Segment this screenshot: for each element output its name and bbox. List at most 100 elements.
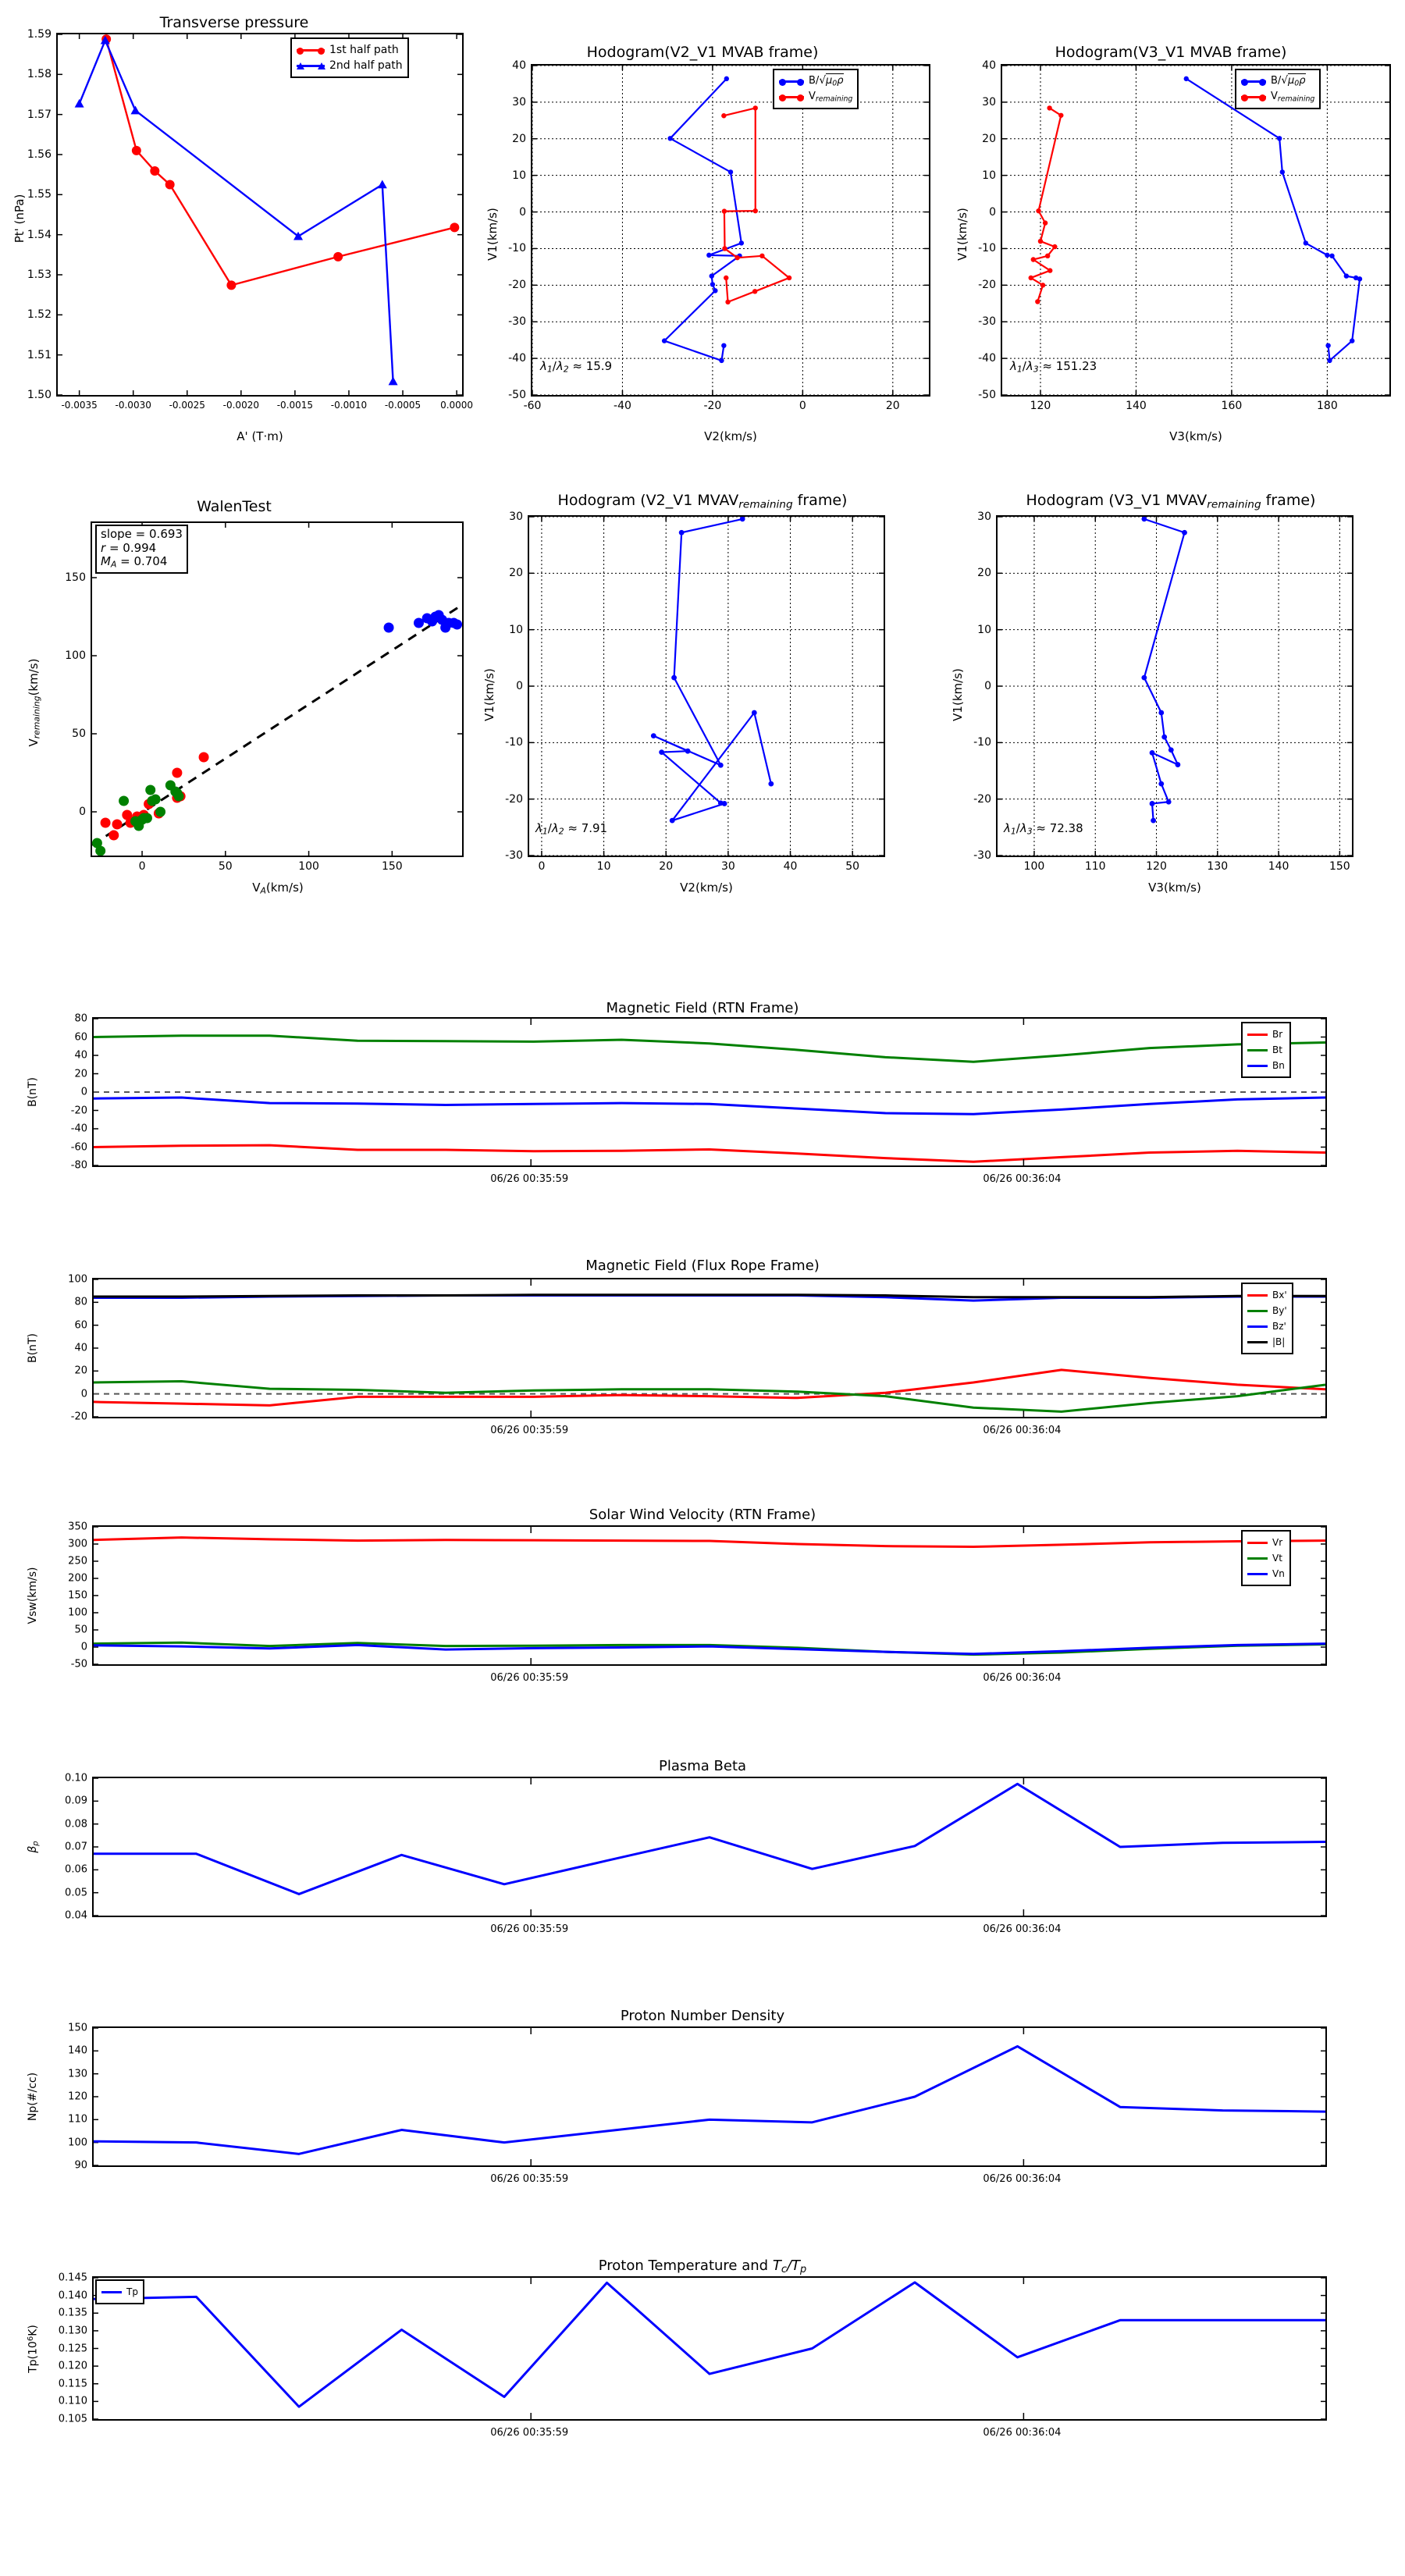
y-tick-label: 100 bbox=[68, 2137, 87, 2149]
data-point bbox=[92, 838, 102, 849]
data-point bbox=[165, 180, 175, 190]
x-tick-label: 0 bbox=[138, 860, 146, 873]
x-axis-label: V2(km/s) bbox=[680, 881, 733, 895]
legend: B/√μ0ρ Vremaining bbox=[773, 69, 859, 109]
x-tick-label: 50 bbox=[845, 860, 860, 873]
x-tick-label: 140 bbox=[1268, 860, 1289, 873]
y-tick-label: 0 bbox=[80, 1086, 87, 1098]
plot-canvas bbox=[58, 34, 462, 395]
data-point bbox=[1037, 238, 1044, 244]
data-point bbox=[719, 358, 724, 364]
plot-canvas bbox=[94, 1778, 1325, 1916]
hodogram-v2v1-mvab-panel-title: Hodogram(V2_V1 MVAB frame) bbox=[586, 44, 819, 61]
data-point bbox=[413, 617, 424, 628]
legend-item: Vt bbox=[1247, 1550, 1285, 1566]
y-tick-label: -10 bbox=[978, 242, 996, 255]
data-point bbox=[725, 299, 731, 305]
x-tick-label: 140 bbox=[1126, 400, 1147, 412]
data-point bbox=[1168, 747, 1174, 753]
y-tick-label: 100 bbox=[65, 649, 86, 662]
y-tick-label: 0.145 bbox=[58, 2272, 87, 2284]
legend-swatch bbox=[1247, 1572, 1268, 1575]
y-tick-label: 200 bbox=[68, 1572, 87, 1585]
solar-wind-velocity-panel-title: Solar Wind Velocity (RTN Frame) bbox=[589, 1507, 816, 1523]
time-axis-label: 06/26 00:36:04 bbox=[983, 1672, 1062, 1684]
legend-swatch bbox=[1247, 1309, 1268, 1312]
legend-label: Vr bbox=[1272, 1537, 1283, 1548]
x-tick-label: 0 bbox=[799, 400, 806, 412]
walen-slope: slope = 0.693 bbox=[101, 527, 183, 541]
data-point bbox=[198, 752, 209, 763]
legend-item: 2nd half path bbox=[297, 58, 403, 73]
data-point bbox=[738, 240, 745, 246]
y-tick-label: -50 bbox=[70, 1658, 87, 1670]
legend-marker bbox=[779, 78, 786, 86]
data-point bbox=[1141, 517, 1147, 522]
legend-label: Vt bbox=[1272, 1553, 1282, 1564]
y-tick-label: 110 bbox=[68, 2113, 87, 2126]
legend-label: Vn bbox=[1272, 1568, 1285, 1579]
legend-marker bbox=[1241, 78, 1248, 86]
x-tick-label: 50 bbox=[218, 860, 233, 873]
y-tick-label: 10 bbox=[977, 623, 991, 636]
legend-label: B/√μ0ρ bbox=[1271, 73, 1306, 88]
y-tick-label: 0 bbox=[519, 205, 526, 219]
x-tick-label: 150 bbox=[1329, 860, 1350, 873]
y-axis-label: V1(km/s) bbox=[951, 668, 965, 721]
data-point bbox=[1158, 781, 1165, 787]
legend-swatch bbox=[101, 2290, 122, 2293]
lambda-ratio-annotation: λ1/λ2 ≈ 15.9 bbox=[540, 359, 613, 375]
solar-wind-velocity-panel: Solar Wind Velocity (RTN Frame) -50 0 50 100… bbox=[0, 1475, 1405, 1710]
legend-item: Bt bbox=[1247, 1042, 1285, 1058]
data-point bbox=[706, 252, 712, 258]
data-point bbox=[1182, 529, 1187, 535]
data-point bbox=[752, 289, 758, 294]
data-point bbox=[145, 785, 156, 795]
y-tick-label: 1.56 bbox=[27, 148, 52, 161]
y-axis-label: V1(km/s) bbox=[955, 208, 969, 261]
y-tick-label: -40 bbox=[978, 352, 996, 365]
plot-canvas bbox=[998, 517, 1352, 856]
y-tick-label: 0.120 bbox=[58, 2360, 87, 2372]
magnetic-field-flux-rope-panel-plot-area bbox=[92, 1278, 1327, 1418]
x-tick-label: -0.0015 bbox=[276, 400, 314, 411]
data-line bbox=[94, 1642, 1325, 1656]
data-point bbox=[1357, 276, 1363, 282]
walen-stats-box: slope = 0.693 r = 0.994 MA = 0.704 bbox=[95, 525, 188, 574]
y-axis-label: Pt' (nPa) bbox=[12, 194, 27, 244]
y-tick-label: 0 bbox=[989, 205, 996, 219]
legend-swatch bbox=[297, 62, 325, 69]
y-axis-label: Np(#/cc) bbox=[27, 2072, 39, 2122]
legend-item: Vn bbox=[1247, 1566, 1285, 1582]
legend-label: Vremaining bbox=[1271, 90, 1315, 104]
legend-item: Bx' bbox=[1247, 1287, 1287, 1303]
legend: Tp bbox=[95, 2279, 144, 2304]
plasma-beta-panel-title: Plasma Beta bbox=[658, 1758, 747, 1774]
data-point bbox=[122, 809, 133, 820]
data-point bbox=[383, 622, 394, 633]
y-tick-label: 60 bbox=[74, 1319, 87, 1332]
legend-label: Bn bbox=[1272, 1060, 1285, 1071]
x-tick-label: 120 bbox=[1146, 860, 1167, 873]
hodogram-v2v1-mvav-panel-plot-area bbox=[528, 515, 885, 857]
y-tick-label: -10 bbox=[508, 242, 526, 255]
plot-canvas bbox=[94, 2028, 1325, 2165]
proton-temperature-panel: Proton Temperature and Tc/Tp 0.105 0.110 0.… bbox=[0, 2225, 1405, 2482]
legend-label: |B| bbox=[1272, 1336, 1286, 1347]
data-point bbox=[388, 376, 398, 386]
legend-swatch bbox=[1247, 1033, 1268, 1036]
y-tick-label: 100 bbox=[68, 1273, 87, 1286]
data-point bbox=[1035, 299, 1040, 304]
plot-canvas bbox=[94, 2278, 1325, 2419]
lambda-ratio-annotation: λ1/λ3 ≈ 72.38 bbox=[1004, 821, 1083, 837]
y-tick-label: 20 bbox=[512, 132, 526, 145]
y-tick-label: -20 bbox=[508, 279, 526, 292]
data-point bbox=[226, 280, 237, 290]
y-tick-label: 0.135 bbox=[58, 2307, 87, 2319]
data-point bbox=[112, 819, 123, 830]
legend-label: Bz' bbox=[1272, 1321, 1286, 1332]
y-tick-label: 10 bbox=[509, 623, 523, 636]
data-point bbox=[1303, 240, 1309, 246]
y-tick-label: 20 bbox=[509, 567, 523, 580]
transverse-pressure-panel: Transverse pressure 1.50 1.51 1.52 1.53 1.54 1… bbox=[0, 8, 473, 461]
